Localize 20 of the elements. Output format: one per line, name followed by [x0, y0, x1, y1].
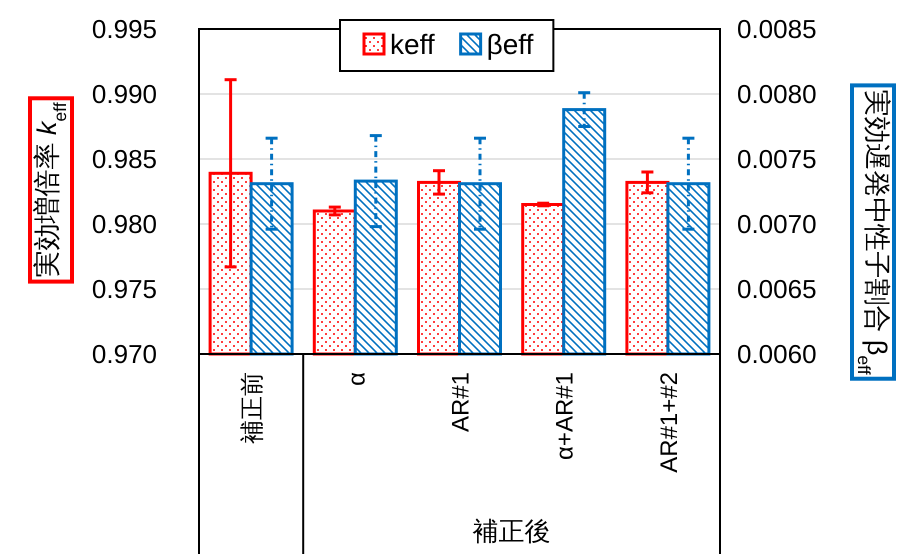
y-tick-label: 0.995	[92, 14, 157, 44]
y2-tick-label: 0.0060	[737, 339, 817, 369]
x-tick-label: AR#1+#2	[656, 372, 683, 473]
x-tick-label: AR#1	[448, 372, 474, 432]
legend-label: keff	[390, 29, 435, 60]
text: 補正後	[472, 516, 551, 546]
y2-tick-label: 0.0065	[737, 274, 817, 304]
y2-tick-label: 0.0075	[737, 144, 817, 174]
y2-tick-label: 0.0070	[737, 209, 817, 239]
y2-tick-label: 0.0080	[737, 79, 817, 109]
y-tick-label: 0.985	[92, 144, 157, 174]
x-tick-label: α+AR#1	[552, 372, 579, 460]
y-tick-label: 0.990	[92, 79, 157, 109]
x-tick-label: α	[343, 372, 370, 386]
y-tick-label: 0.975	[92, 274, 157, 304]
x-tick-label: 補正前	[239, 372, 266, 444]
y-tick-label: 0.980	[92, 209, 157, 239]
legend-label: βeff	[486, 29, 534, 60]
y2-tick-label: 0.0085	[737, 14, 817, 44]
y-tick-label: 0.970	[92, 339, 157, 369]
